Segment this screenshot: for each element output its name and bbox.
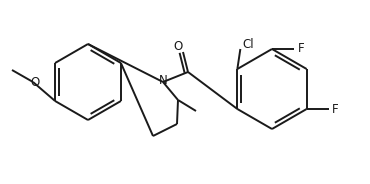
Text: O: O xyxy=(174,40,183,52)
Text: F: F xyxy=(332,102,339,116)
Text: N: N xyxy=(159,75,167,88)
Text: O: O xyxy=(30,75,40,89)
Text: F: F xyxy=(298,43,304,56)
Text: Cl: Cl xyxy=(243,38,254,50)
